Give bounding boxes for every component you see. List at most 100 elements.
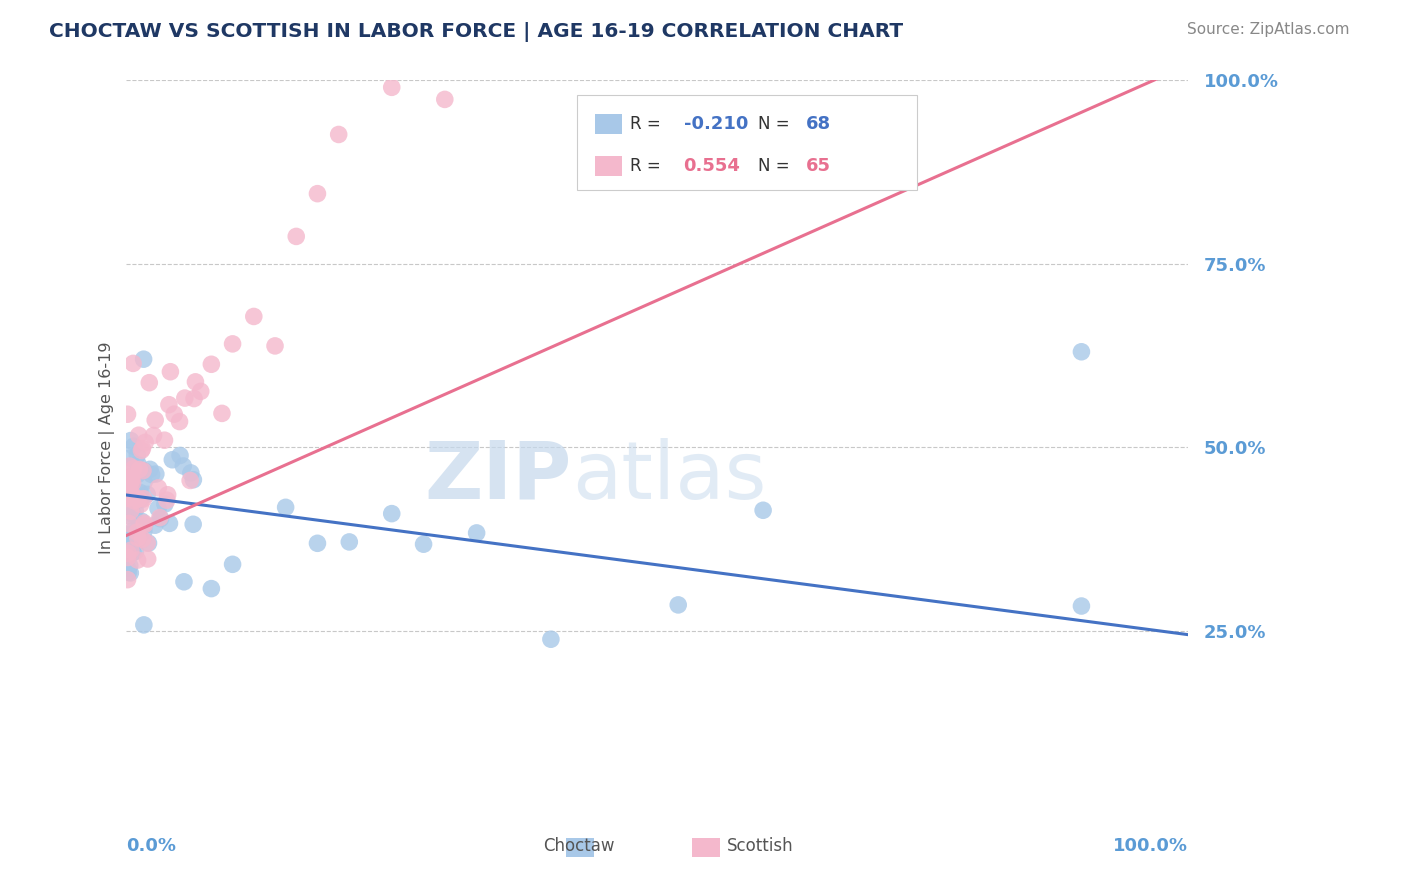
- Point: [337, 535, 360, 549]
- Point: [117, 459, 139, 474]
- Point: [149, 510, 172, 524]
- Text: Scottish: Scottish: [727, 837, 794, 855]
- Point: [131, 442, 153, 456]
- Text: 0.0%: 0.0%: [127, 837, 177, 855]
- Text: N =: N =: [758, 157, 794, 175]
- Point: [153, 434, 176, 448]
- Point: [433, 92, 456, 106]
- Point: [180, 466, 202, 480]
- Point: [118, 538, 141, 552]
- Point: [200, 357, 222, 371]
- Point: [136, 552, 159, 566]
- Point: [148, 481, 170, 495]
- Point: [127, 524, 149, 539]
- Point: [183, 473, 205, 487]
- Text: 65: 65: [806, 157, 831, 175]
- Point: [120, 475, 142, 489]
- Point: [169, 449, 191, 463]
- Point: [122, 439, 145, 453]
- Point: [120, 484, 142, 499]
- Point: [122, 356, 145, 370]
- Point: [118, 484, 141, 499]
- Point: [127, 467, 149, 482]
- Point: [132, 524, 155, 539]
- Point: [121, 475, 143, 490]
- Point: [173, 574, 195, 589]
- Point: [132, 352, 155, 367]
- Point: [120, 527, 142, 541]
- Point: [134, 517, 156, 532]
- Point: [117, 491, 139, 506]
- Y-axis label: In Labor Force | Age 16-19: In Labor Force | Age 16-19: [100, 341, 115, 554]
- FancyBboxPatch shape: [578, 95, 917, 190]
- Point: [264, 339, 287, 353]
- Point: [540, 632, 562, 647]
- Point: [221, 337, 243, 351]
- Point: [120, 450, 142, 465]
- Point: [120, 504, 142, 518]
- Point: [142, 428, 165, 442]
- Point: [124, 544, 146, 558]
- Point: [120, 566, 142, 580]
- Point: [136, 536, 159, 550]
- Text: R =: R =: [630, 157, 666, 175]
- Point: [381, 80, 404, 95]
- Point: [120, 475, 142, 490]
- Point: [172, 458, 194, 473]
- Point: [157, 398, 180, 412]
- Point: [134, 518, 156, 533]
- Point: [129, 497, 152, 511]
- Point: [127, 448, 149, 462]
- Point: [118, 459, 141, 474]
- Point: [122, 539, 145, 553]
- Point: [122, 461, 145, 475]
- Point: [122, 494, 145, 508]
- Point: [121, 472, 143, 486]
- Point: [211, 406, 233, 420]
- Point: [132, 464, 155, 478]
- Point: [134, 464, 156, 478]
- Point: [117, 562, 139, 576]
- Point: [159, 365, 181, 379]
- Point: [328, 128, 350, 142]
- Point: [117, 407, 139, 421]
- Point: [274, 500, 297, 515]
- Point: [117, 565, 139, 579]
- Point: [122, 545, 145, 559]
- Point: [138, 536, 160, 550]
- Point: [118, 508, 141, 523]
- Point: [221, 558, 243, 572]
- Point: [752, 503, 775, 517]
- Point: [139, 462, 162, 476]
- Point: [179, 474, 201, 488]
- Point: [128, 428, 150, 442]
- Point: [118, 558, 141, 573]
- Point: [118, 516, 141, 531]
- Point: [132, 475, 155, 490]
- Point: [121, 488, 143, 502]
- Point: [200, 582, 222, 596]
- Point: [156, 493, 179, 508]
- Point: [120, 543, 142, 558]
- Point: [118, 486, 141, 500]
- Point: [120, 469, 142, 483]
- Point: [134, 435, 156, 450]
- Point: [120, 487, 142, 501]
- Point: [149, 512, 172, 526]
- Bar: [596, 155, 621, 177]
- Point: [183, 392, 205, 406]
- Point: [128, 519, 150, 533]
- Point: [173, 391, 195, 405]
- Text: Source: ZipAtlas.com: Source: ZipAtlas.com: [1187, 22, 1350, 37]
- Point: [285, 229, 308, 244]
- Point: [141, 467, 163, 482]
- Point: [118, 487, 141, 501]
- Point: [1070, 344, 1092, 359]
- Point: [117, 573, 139, 587]
- Point: [129, 485, 152, 500]
- Text: atlas: atlas: [572, 438, 766, 516]
- Point: [131, 533, 153, 547]
- Text: R =: R =: [630, 115, 666, 133]
- Point: [184, 375, 207, 389]
- Point: [145, 467, 167, 481]
